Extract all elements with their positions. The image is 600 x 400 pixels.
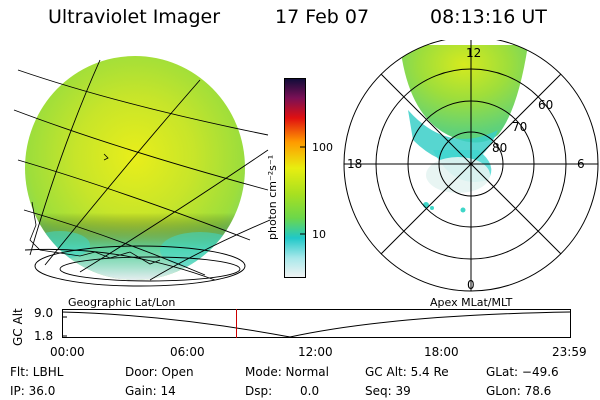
timeline-right-title: Apex MLat/MLT [430, 296, 513, 309]
mlt-label-6: 6 [577, 157, 585, 171]
timeline-plot [62, 309, 571, 338]
status-seq: Seq: 39 [365, 384, 411, 398]
timeline-xtick-2359: 23:59 [552, 345, 587, 359]
colorbar-tick-100: 100 [312, 141, 333, 154]
status-glon: GLon: 78.6 [486, 384, 552, 398]
mlt-label-18: 18 [347, 157, 363, 171]
colorbar-tick-10: 10 [312, 228, 326, 241]
instrument-title: Ultraviolet Imager [48, 6, 221, 28]
date-label: 17 Feb 07 [275, 6, 370, 28]
status-dsp-value: 0.0 [300, 384, 320, 398]
status-ip: IP: 36.0 [10, 384, 56, 398]
status-door: Door: Open [125, 365, 194, 379]
polar-plot [343, 40, 599, 292]
status-mode: Mode: Normal [245, 365, 329, 379]
geographic-image [13, 56, 270, 287]
polar-aurora [400, 45, 528, 213]
timeline-xtick-1800: 18:00 [424, 345, 459, 359]
status-filter: Flt: LBHL [10, 365, 64, 379]
lat-label-60: 60 [538, 98, 554, 112]
timeline-left-title: Geographic Lat/Lon [68, 296, 176, 309]
time-label: 08:13:16 UT [430, 6, 547, 28]
timeline-xtick-1200: 12:00 [298, 345, 333, 359]
timeline-xtick-0000: 00:00 [50, 345, 85, 359]
timeline-xtick-0600: 06:00 [170, 345, 205, 359]
timeline-ytick-bottom: 1.8 [34, 329, 54, 343]
status-dsp-label: Dsp: [245, 384, 273, 398]
coastline [29, 153, 161, 265]
mlt-label-0: 0 [467, 278, 475, 292]
status-gc-alt: GC Alt: 5.4 Re [365, 365, 449, 379]
mlt-label-12: 12 [466, 46, 482, 60]
timeline-ytick-top: 9.0 [34, 306, 54, 320]
colorbar [284, 78, 306, 278]
status-glat: GLat: −49.6 [486, 365, 559, 379]
lat-label-70: 70 [512, 120, 528, 134]
earth-disk-limb [25, 56, 245, 280]
colorbar-label: photon cm⁻²s⁻¹ [266, 154, 279, 240]
lat-label-80: 80 [492, 141, 508, 155]
status-gain: Gain: 14 [125, 384, 176, 398]
polar-grid [343, 40, 599, 292]
geographic-grid [13, 59, 270, 287]
timeline-axis-label: GC Alt [11, 308, 25, 346]
gc-alt-trace [62, 311, 571, 338]
